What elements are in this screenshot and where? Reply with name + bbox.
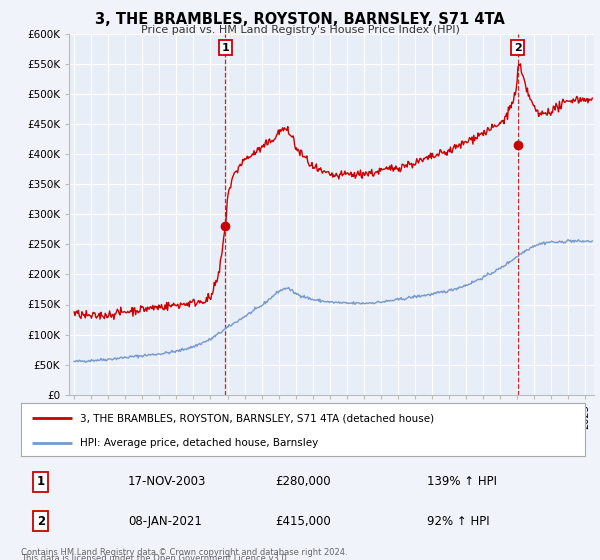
Text: 2: 2 (37, 515, 45, 528)
Text: 92% ↑ HPI: 92% ↑ HPI (427, 515, 490, 528)
Text: £415,000: £415,000 (275, 515, 331, 528)
Text: Price paid vs. HM Land Registry's House Price Index (HPI): Price paid vs. HM Land Registry's House … (140, 25, 460, 35)
Text: Contains HM Land Registry data © Crown copyright and database right 2024.: Contains HM Land Registry data © Crown c… (21, 548, 347, 557)
Text: 17-NOV-2003: 17-NOV-2003 (128, 475, 206, 488)
Text: This data is licensed under the Open Government Licence v3.0.: This data is licensed under the Open Gov… (21, 554, 289, 560)
Text: 3, THE BRAMBLES, ROYSTON, BARNSLEY, S71 4TA: 3, THE BRAMBLES, ROYSTON, BARNSLEY, S71 … (95, 12, 505, 27)
Text: £280,000: £280,000 (275, 475, 331, 488)
Text: HPI: Average price, detached house, Barnsley: HPI: Average price, detached house, Barn… (80, 437, 319, 447)
Text: 3, THE BRAMBLES, ROYSTON, BARNSLEY, S71 4TA (detached house): 3, THE BRAMBLES, ROYSTON, BARNSLEY, S71 … (80, 413, 434, 423)
Text: 139% ↑ HPI: 139% ↑ HPI (427, 475, 497, 488)
Text: 1: 1 (221, 43, 229, 53)
Text: 1: 1 (37, 475, 45, 488)
Text: 08-JAN-2021: 08-JAN-2021 (128, 515, 202, 528)
Text: 2: 2 (514, 43, 521, 53)
